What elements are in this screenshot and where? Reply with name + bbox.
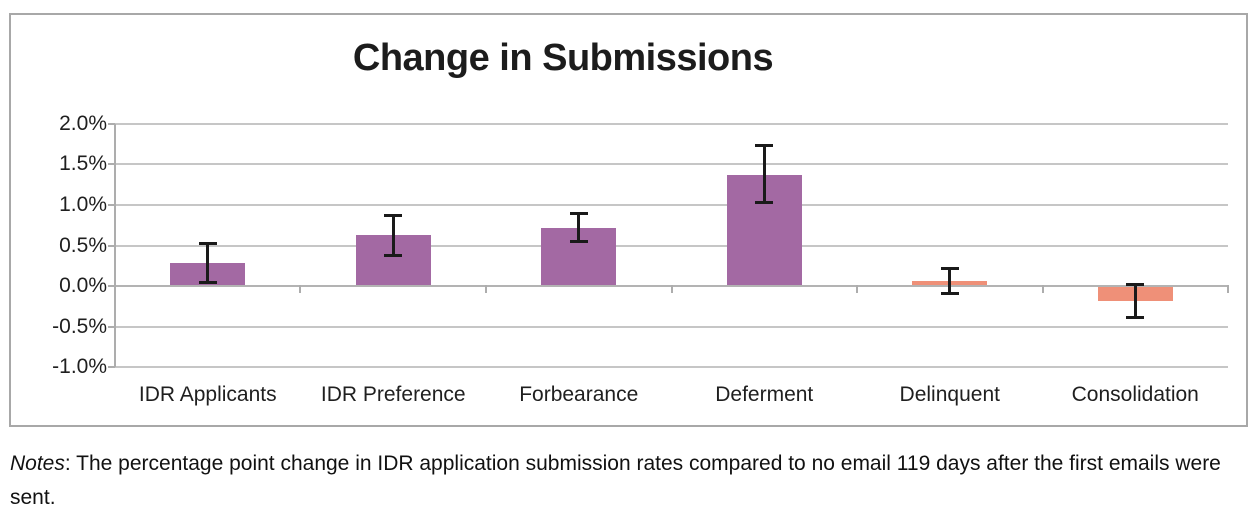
y-tick-label: 0.5% [59,233,107,257]
notes-body: : The percentage point change in IDR app… [10,452,1221,509]
category-boundary-tick [670,284,673,293]
x-category-label: Forbearance [519,383,639,406]
x-axis-labels: IDR Applicants IDR Preference Forbearance D… [115,383,1228,407]
y-tick-label: 1.5% [59,152,107,176]
error-bar-line [1133,283,1137,318]
y-tick-label: -0.5% [52,314,107,338]
x-category-label: Delinquent [899,383,1000,406]
error-bar-line [577,213,581,243]
error-bar-line [391,214,395,257]
gridline [115,163,1228,166]
y-axis-tick [108,203,115,206]
y-axis-tick [108,325,115,328]
category-boundary-tick [1227,284,1229,293]
y-axis-tick [108,366,115,368]
error-bar-cap-top [569,212,588,216]
error-bar-line [948,268,952,295]
y-tick-label: 2.0% [59,112,107,135]
gridline [115,203,1228,206]
y-tick-label: 1.0% [59,192,107,216]
error-bar-cap-bottom [1126,315,1145,319]
error-bar-cap-top [940,267,959,271]
y-axis-tick [108,284,115,287]
y-axis-line [114,124,116,367]
category-boundary-tick [484,284,487,293]
gridline [115,244,1228,247]
y-axis-labels: 2.0% 1.5% 1.0% 0.5% 0.0% -0.5% -1.0% [15,112,107,378]
error-bar-cap-bottom [384,254,403,258]
error-bar-cap-top [1126,282,1145,286]
error-bar-cap-bottom [569,240,588,244]
y-tick-label: -1.0% [52,355,107,378]
error-bar-line [206,243,210,283]
gridline [115,325,1228,328]
error-bar-cap-bottom [198,280,217,284]
plot-area [108,123,1229,368]
error-bar-cap-top [198,242,217,246]
x-category-label: Consolidation [1071,383,1199,406]
error-bar-line [762,145,766,204]
x-category-label: Deferment [715,383,814,406]
notes-prefix: Notes [10,452,65,475]
chart-frame: Change in Submissions 2.0% 1.5% 1.0% 0.5% 0.… [9,13,1248,427]
y-axis-tick [108,244,115,247]
x-category-label: IDR Applicants [138,383,277,406]
y-tick-label: 0.0% [59,273,107,297]
chart-title: Change in Submissions [352,37,774,79]
chart-notes: Notes: The percentage point change in ID… [10,447,1242,515]
error-bar-cap-top [384,213,403,217]
error-bar-cap-top [755,144,774,148]
y-axis-tick [108,163,115,166]
category-boundary-tick [1041,284,1044,293]
category-boundary-tick [114,284,116,293]
gridline [115,366,1228,368]
x-category-label: IDR Preference [320,383,466,406]
gridline [115,123,1228,125]
category-boundary-tick [299,284,302,293]
error-bar-cap-bottom [940,292,959,296]
category-boundary-tick [855,284,858,293]
y-axis-tick [108,123,115,125]
error-bar-cap-bottom [755,201,774,205]
